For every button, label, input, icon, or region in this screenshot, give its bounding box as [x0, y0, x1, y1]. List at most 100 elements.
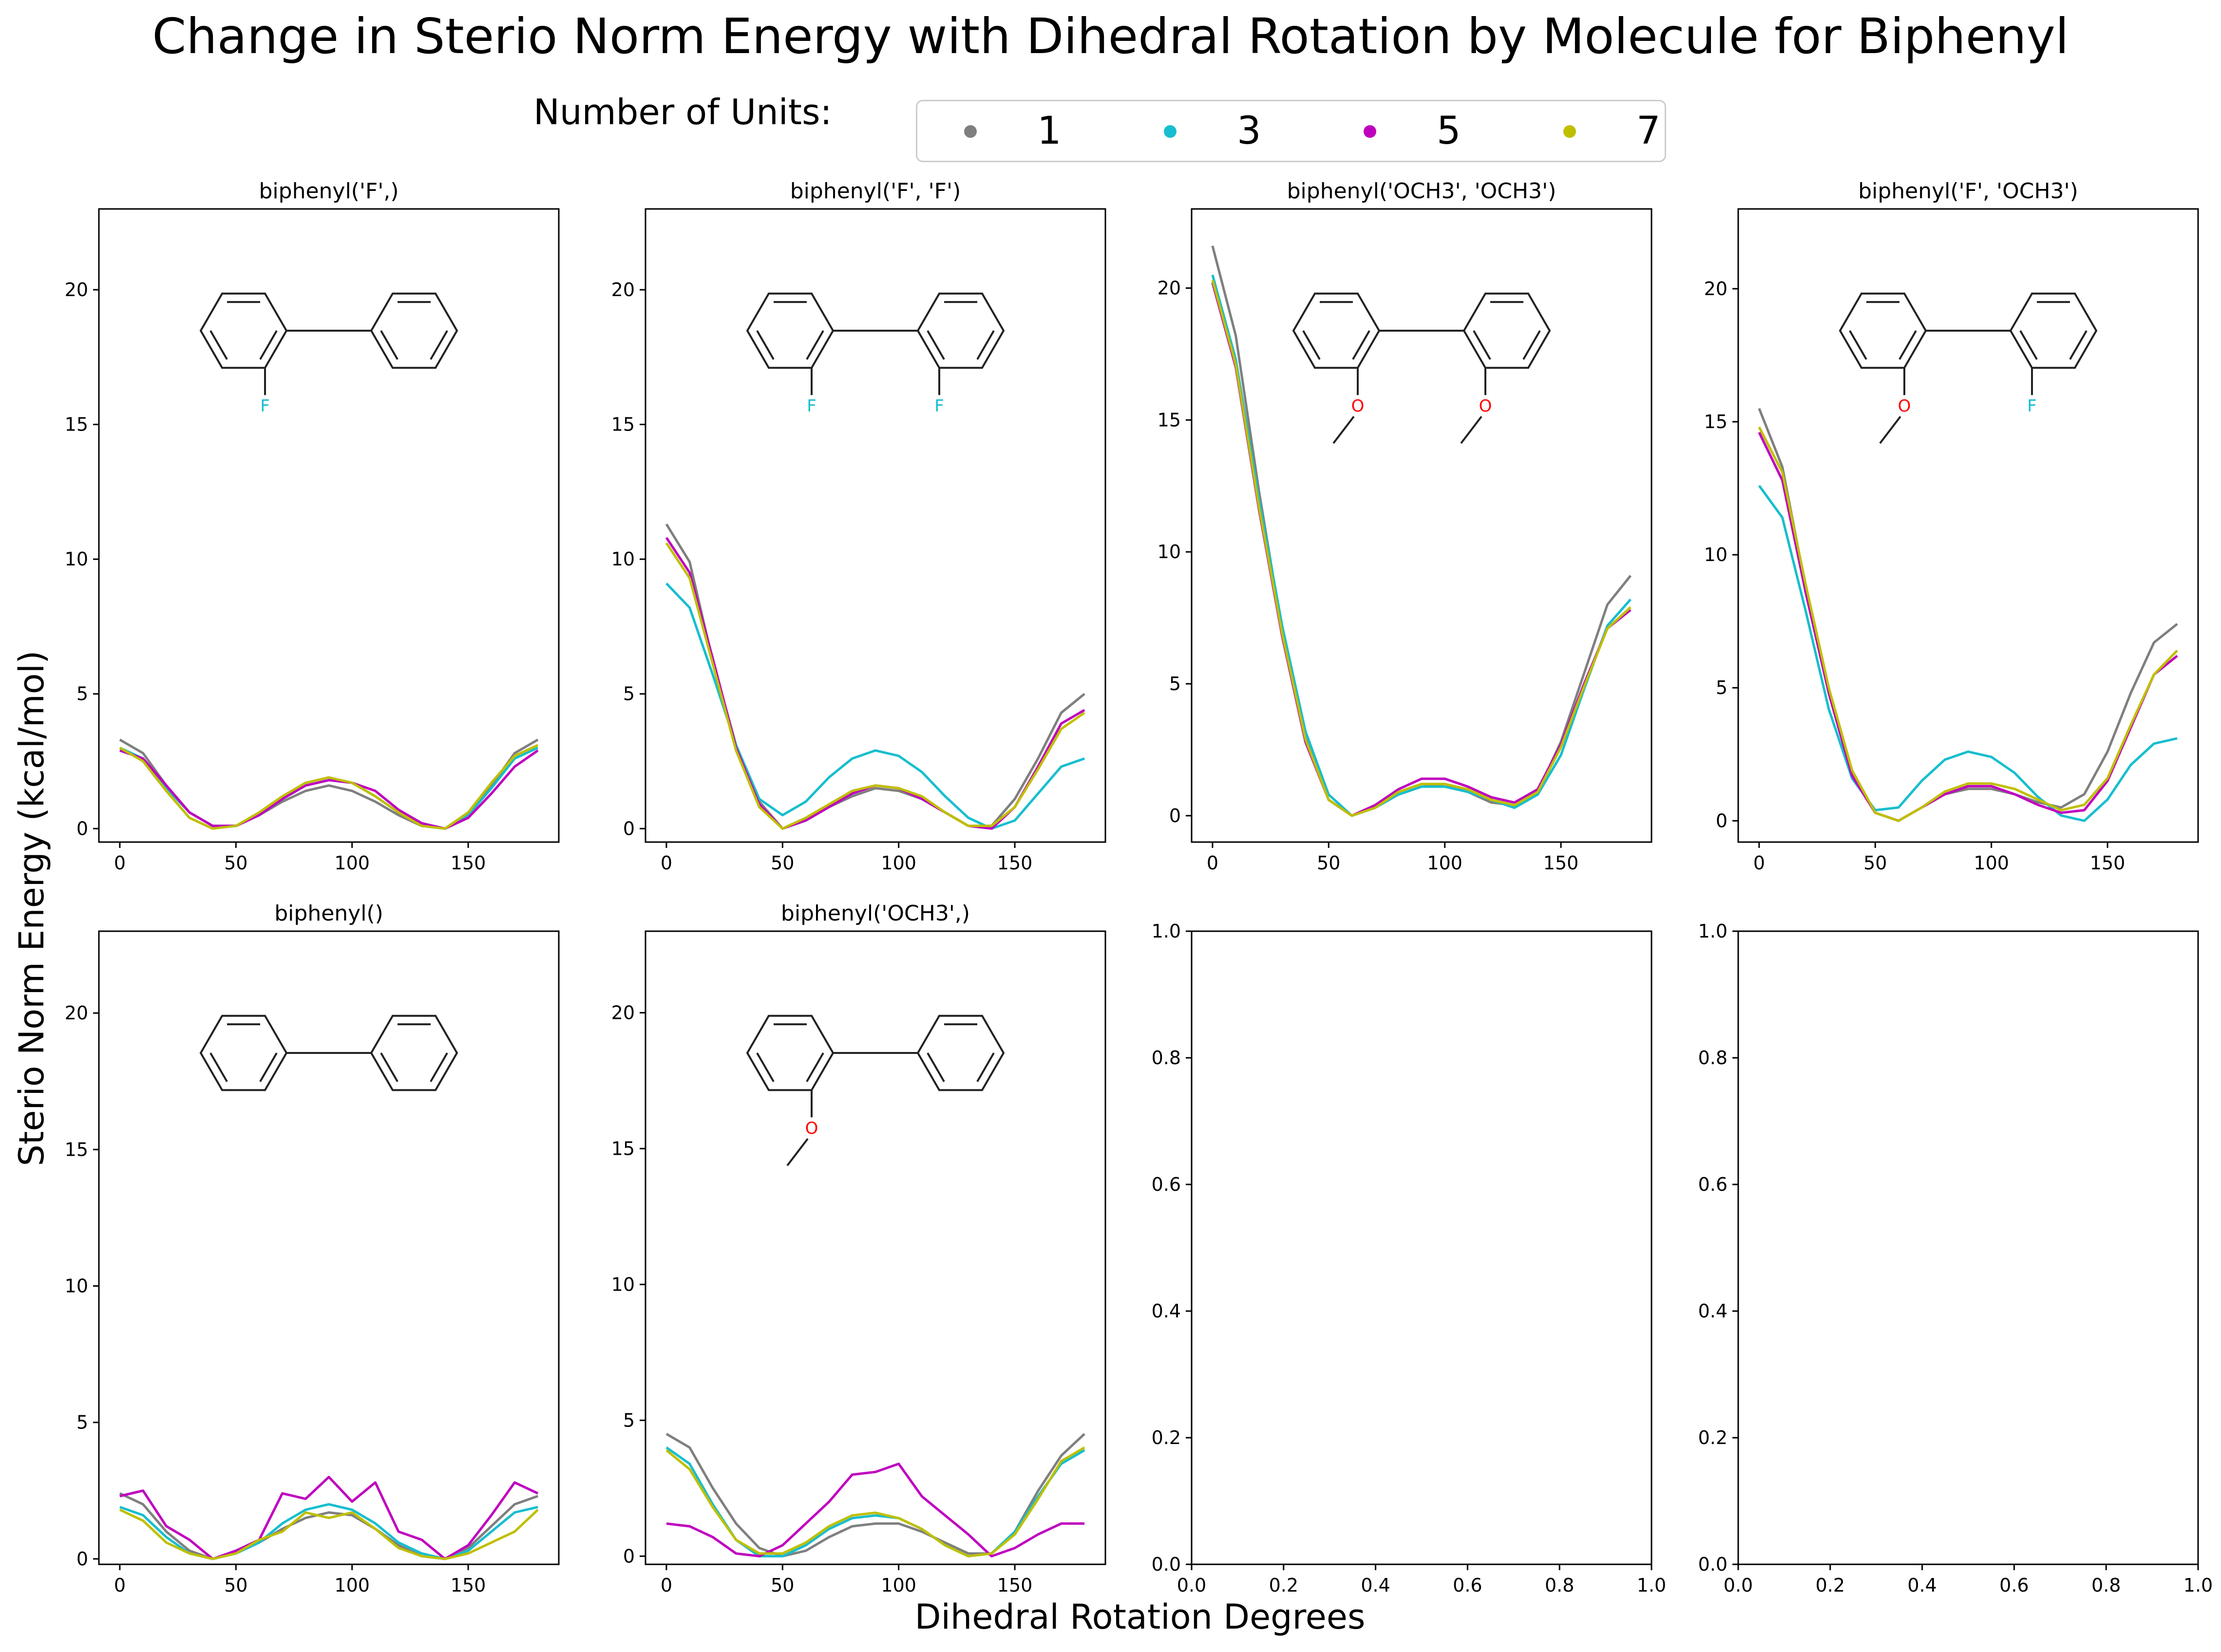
series-line-7: [1758, 426, 2178, 822]
fluorine-atom-label: F: [934, 396, 944, 416]
molecule-biphenyl-structure: [199, 1014, 458, 1091]
x-tick-label: 100: [1427, 852, 1462, 874]
y-tick-label: 0.4: [1152, 1300, 1181, 1322]
y-tick-label: 20: [1704, 278, 1727, 300]
y-tick-label: 5: [76, 1412, 88, 1433]
axes-frame: [98, 208, 560, 843]
series-line-5: [119, 749, 539, 830]
y-tick-label: 15: [65, 1139, 88, 1160]
axes-frame: [98, 930, 560, 1565]
y-tick-label: 0: [623, 818, 635, 839]
y-tick-label: 15: [611, 414, 635, 435]
molecule-biphenyl-2-fluoro-structure: F: [199, 292, 458, 416]
y-tick-label: 5: [623, 1409, 635, 1431]
series-line-7: [119, 744, 539, 830]
x-tick-label: 50: [224, 1575, 247, 1596]
axes-frame: [1191, 208, 1652, 843]
benzene-ring-1: [199, 1014, 288, 1091]
x-tick-label: 0: [1207, 852, 1218, 874]
x-tick-label: 1.0: [1637, 1575, 1666, 1596]
x-tick-label: 0: [661, 1575, 672, 1596]
y-tick-label: 15: [65, 414, 88, 435]
legend-title: Number of Units:: [533, 92, 832, 132]
oxygen-atom-label: O: [1479, 396, 1492, 416]
ring-double-bond: [380, 330, 399, 360]
y-tick-label: 0.4: [1698, 1300, 1727, 1322]
y-tick-label: 0.8: [1152, 1047, 1181, 1069]
series-line-5: [666, 1463, 1085, 1558]
legend-label-1: 1: [1037, 109, 1062, 153]
y-tick-label: 15: [1158, 409, 1181, 431]
series-line-7: [665, 542, 1085, 830]
subplot-title: biphenyl('OCH3',): [781, 901, 970, 926]
legend: 1 3 5 7: [916, 100, 1666, 162]
subplot-title: biphenyl('F',): [259, 179, 399, 204]
ring-double-bond: [430, 330, 448, 360]
subplot-7: 0.0 0.2 0.4 0.6 0.8 1.0 0.0 0.2 0.4 0.6 0.8 1.0: [1152, 920, 1667, 1596]
x-tick-label: 0.6: [1999, 1575, 2029, 1596]
methyl-bond: [1879, 415, 1901, 444]
y-tick-label: 15: [611, 1138, 635, 1159]
x-tick-label: 150: [451, 852, 486, 874]
y-tick-label: 20: [611, 1002, 635, 1023]
x-tick-label: 0.4: [1907, 1575, 1936, 1596]
series-line-3: [1758, 485, 2178, 822]
ring-double-bond: [430, 1052, 448, 1082]
y-tick-label: 20: [65, 1002, 88, 1024]
oxygen-atom-label: O: [1351, 396, 1365, 416]
methyl-bond: [1332, 415, 1355, 444]
ring-double-bond: [1522, 330, 1541, 360]
ring-double-bond: [976, 1052, 995, 1082]
y-tick-label: 5: [623, 683, 635, 705]
x-tick-label: 0: [114, 852, 126, 874]
ring-double-bond: [1352, 330, 1370, 360]
legend-marker-1: [964, 125, 977, 138]
ring-double-bond: [976, 330, 995, 360]
y-tick-label: 10: [65, 548, 88, 570]
x-tick-label: 50: [771, 852, 794, 874]
y-tick-label: 5: [1169, 673, 1181, 695]
subplot-title: biphenyl('OCH3', 'OCH3'): [1287, 179, 1557, 204]
subplot-title: biphenyl(): [274, 901, 383, 926]
ring-double-bond: [806, 1052, 824, 1082]
y-tick-label: 10: [611, 548, 635, 570]
y-tick-label: 5: [1716, 677, 1727, 698]
y-tick-label: 0: [1716, 810, 1727, 831]
fluorine-atom-label: F: [260, 396, 270, 416]
ring-double-bond: [259, 330, 278, 360]
ring-double-bond: [209, 1052, 228, 1082]
legend-label-5: 5: [1437, 109, 1461, 153]
ring-double-bond: [756, 1052, 775, 1082]
x-tick-label: 50: [224, 852, 247, 874]
x-tick-label: 150: [997, 852, 1033, 874]
x-tick-label: 0.0: [1724, 1575, 1753, 1596]
series-line-1: [119, 1492, 538, 1560]
series-line-7: [119, 1508, 539, 1560]
figure-title: Change in Sterio Norm Energy with Dihedr…: [152, 8, 2069, 65]
x-tick-label: 0.8: [1545, 1575, 1574, 1596]
series-line-5: [119, 1476, 539, 1560]
x-tick-label: 1.0: [2183, 1575, 2213, 1596]
ring-double-bond: [756, 330, 775, 360]
x-tick-label: 0: [661, 852, 672, 874]
x-tick-label: 150: [451, 1575, 486, 1596]
y-tick-label: 0.2: [1698, 1427, 1727, 1448]
ring-double-bond: [1302, 330, 1321, 360]
y-tick-label: 10: [1158, 541, 1181, 563]
ring-double-bond: [259, 1052, 278, 1082]
legend-marker-3: [1164, 125, 1177, 138]
subplot-6: biphenyl('OCH3',) 0 50 100 150 0 5 10 15 20 O: [611, 901, 1106, 1596]
ring-double-bond: [2069, 330, 2088, 360]
x-tick-label: 50: [771, 1575, 794, 1596]
y-tick-label: 10: [1704, 544, 1727, 565]
axes-frame: [1191, 930, 1652, 1565]
y-tick-label: 0: [76, 1548, 88, 1570]
x-tick-label: 50: [1863, 852, 1887, 874]
ring-double-bond: [1473, 330, 1491, 360]
x-axis-label: Dihedral Rotation Degrees: [914, 1597, 1366, 1637]
x-tick-label: 100: [1974, 852, 2009, 874]
subplot-8: 0.0 0.2 0.4 0.6 0.8 1.0 0.0 0.2 0.4 0.6 0.8 1.0: [1698, 920, 2213, 1596]
y-tick-label: 20: [1158, 278, 1181, 299]
x-tick-label: 0: [1753, 852, 1765, 874]
